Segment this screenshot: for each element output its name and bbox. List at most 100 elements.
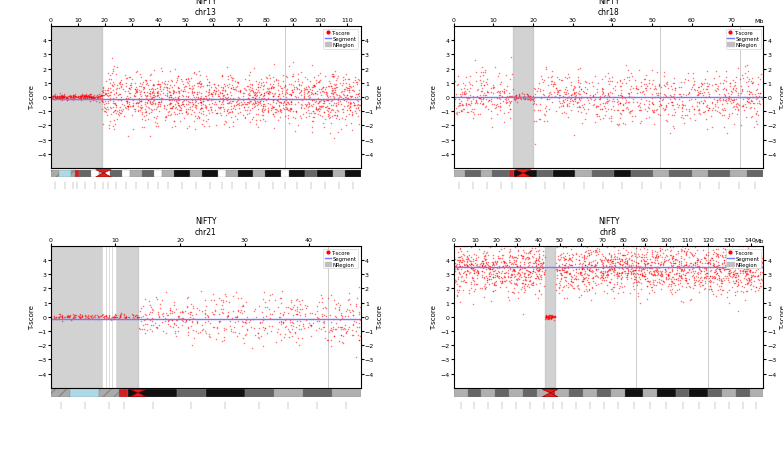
Point xyxy=(98,313,110,320)
Point xyxy=(528,251,540,258)
Point xyxy=(133,99,146,106)
Point xyxy=(537,283,550,290)
Point xyxy=(720,263,732,271)
Point xyxy=(497,274,510,281)
Point xyxy=(304,95,316,102)
Point xyxy=(474,243,487,250)
Point xyxy=(85,313,97,321)
Point xyxy=(554,92,566,100)
Point xyxy=(626,265,638,272)
Point xyxy=(680,248,693,255)
Point xyxy=(479,252,492,259)
Point xyxy=(553,267,565,274)
Point xyxy=(294,113,306,120)
Point xyxy=(742,266,754,273)
Point xyxy=(590,104,602,111)
Point xyxy=(164,309,176,317)
Point xyxy=(346,87,359,94)
Point xyxy=(703,272,716,280)
Point xyxy=(337,332,350,340)
Point xyxy=(96,312,108,319)
Point xyxy=(604,278,617,285)
Point xyxy=(709,81,721,88)
Point xyxy=(197,101,209,108)
Point xyxy=(611,107,623,114)
Point xyxy=(480,277,493,285)
Point xyxy=(612,275,624,282)
Point xyxy=(257,93,269,100)
Point xyxy=(276,78,289,86)
Point xyxy=(146,85,158,92)
Point xyxy=(67,311,79,318)
Point xyxy=(219,87,232,95)
Point xyxy=(290,85,303,92)
Point xyxy=(533,116,546,124)
Point xyxy=(565,278,578,285)
Point xyxy=(568,84,581,91)
Point xyxy=(50,95,63,102)
Point xyxy=(348,94,361,101)
Point xyxy=(263,322,276,330)
Point xyxy=(461,267,474,274)
Point xyxy=(202,116,215,124)
Point xyxy=(742,267,755,275)
Point xyxy=(752,93,765,100)
Point xyxy=(457,91,470,98)
Point xyxy=(619,247,632,254)
Point xyxy=(63,93,75,101)
Point xyxy=(518,281,531,288)
Point xyxy=(756,258,768,266)
Point xyxy=(262,109,274,116)
Point xyxy=(143,90,155,97)
Point xyxy=(317,318,330,326)
Point xyxy=(85,93,97,100)
Point xyxy=(165,105,178,112)
Point xyxy=(745,78,757,86)
Point xyxy=(529,91,541,98)
Point xyxy=(575,94,587,101)
Point xyxy=(208,308,221,315)
Point xyxy=(507,255,519,262)
Point xyxy=(139,317,151,324)
Point xyxy=(497,251,510,258)
Point xyxy=(109,313,121,321)
Point xyxy=(319,312,332,319)
Point xyxy=(81,314,93,321)
Point xyxy=(143,78,156,85)
Point xyxy=(161,102,174,110)
Point xyxy=(299,317,312,324)
Point xyxy=(85,94,97,101)
Point xyxy=(691,103,703,110)
Point xyxy=(722,97,734,105)
Point xyxy=(504,261,517,268)
Point xyxy=(254,117,266,124)
Point xyxy=(545,314,557,321)
Point xyxy=(748,278,760,285)
Point xyxy=(283,63,295,70)
Point xyxy=(133,83,146,91)
Point xyxy=(153,305,166,312)
Point xyxy=(730,260,742,267)
Point xyxy=(171,86,184,93)
Point xyxy=(502,273,514,280)
Point xyxy=(162,101,175,108)
Point xyxy=(309,110,322,117)
Point xyxy=(328,81,341,88)
Point xyxy=(464,253,477,261)
Point xyxy=(276,93,289,101)
Point xyxy=(545,314,557,322)
Point xyxy=(122,104,135,111)
Point xyxy=(64,317,77,324)
Point xyxy=(604,89,616,97)
Point xyxy=(197,98,209,105)
Point xyxy=(179,308,192,315)
Point xyxy=(620,261,633,268)
Point xyxy=(280,94,293,101)
Point xyxy=(467,96,479,103)
Point xyxy=(532,253,545,260)
Point xyxy=(455,248,467,255)
Point xyxy=(532,255,545,262)
Point xyxy=(182,76,194,83)
Point xyxy=(608,256,621,263)
Point xyxy=(55,94,67,101)
